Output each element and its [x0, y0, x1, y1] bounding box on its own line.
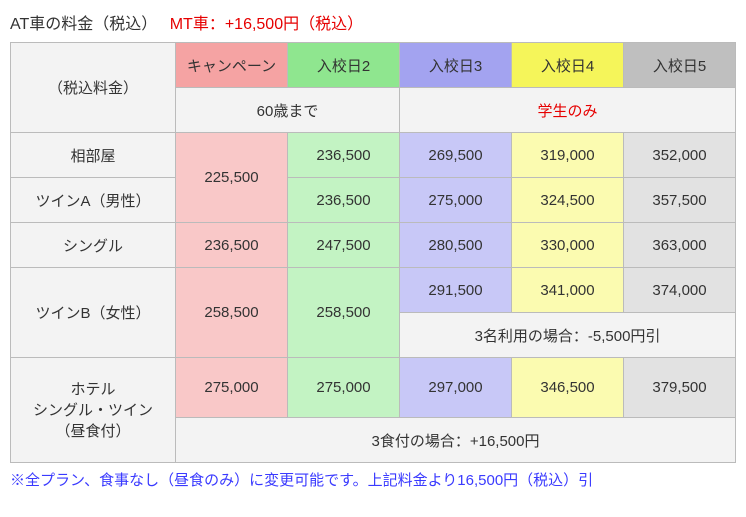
header-day2: 入校日2	[288, 43, 400, 88]
cell-hotel-d5: 379,500	[624, 358, 736, 418]
row-twinA: ツインA（男性） 236,500 275,000 324,500 357,500	[11, 178, 736, 223]
header-row-1: （税込料金） キャンペーン 入校日2 入校日3 入校日4 入校日5	[11, 43, 736, 88]
cell-single-d3: 280,500	[400, 223, 512, 268]
cell-hotel-d2: 275,000	[288, 358, 400, 418]
label-hotel-l1: ホテル	[70, 381, 115, 398]
row-twinB: ツインB（女性） 258,500 258,500 291,500 341,000…	[11, 268, 736, 313]
cell-hotel-d4: 346,500	[512, 358, 624, 418]
row-aibeya: 相部屋 225,500 236,500 269,500 319,000 352,…	[11, 133, 736, 178]
cell-hotel-note: 3食付の場合：+16,500円	[176, 418, 736, 463]
header-rowlabel: （税込料金）	[11, 43, 176, 133]
label-hotel-l2: シングル・ツイン	[33, 402, 153, 419]
header-student: 学生のみ	[400, 88, 736, 133]
row-single: シングル 236,500 247,500 280,500 330,000 363…	[11, 223, 736, 268]
label-single: シングル	[11, 223, 176, 268]
cell-twinA-d5: 357,500	[624, 178, 736, 223]
cell-twinA-d2: 236,500	[288, 178, 400, 223]
cell-aibeya-camp: 225,500	[176, 133, 288, 223]
label-twinA: ツインA（男性）	[11, 178, 176, 223]
header-day3: 入校日3	[400, 43, 512, 88]
cell-aibeya-d4: 319,000	[512, 133, 624, 178]
cell-twinB-note: 3名利用の場合：-5,500円引	[400, 313, 736, 358]
cell-twinB-camp: 258,500	[176, 268, 288, 358]
cell-single-camp: 236,500	[176, 223, 288, 268]
row-hotel: ホテル シングル・ツイン （昼食付） 275,000 275,000 297,0…	[11, 358, 736, 418]
cell-single-d2: 247,500	[288, 223, 400, 268]
label-hotel-l3: （昼食付）	[55, 423, 130, 440]
cell-twinB-d5: 374,000	[624, 268, 736, 313]
cell-twinA-d4: 324,500	[512, 178, 624, 223]
title-mt: MT車：+16,500円（税込）	[170, 16, 363, 33]
label-hotel: ホテル シングル・ツイン （昼食付）	[11, 358, 176, 463]
cell-twinB-d4: 341,000	[512, 268, 624, 313]
label-aibeya: 相部屋	[11, 133, 176, 178]
header-campaign: キャンペーン	[176, 43, 288, 88]
cell-twinB-d3: 291,500	[400, 268, 512, 313]
header-age: 60歳まで	[176, 88, 400, 133]
cell-hotel-d3: 297,000	[400, 358, 512, 418]
cell-single-d4: 330,000	[512, 223, 624, 268]
title-line: AT車の料金（税込） MT車：+16,500円（税込）	[10, 10, 736, 34]
title-at: AT車の料金（税込）	[10, 16, 157, 33]
label-twinB: ツインB（女性）	[11, 268, 176, 358]
cell-twinA-d3: 275,000	[400, 178, 512, 223]
footnote: ※全プラン、食事なし（昼食のみ）に変更可能です。上記料金より16,500円（税込…	[10, 469, 736, 490]
price-table: （税込料金） キャンペーン 入校日2 入校日3 入校日4 入校日5 60歳まで …	[10, 42, 736, 463]
cell-aibeya-d5: 352,000	[624, 133, 736, 178]
cell-single-d5: 363,000	[624, 223, 736, 268]
header-day4: 入校日4	[512, 43, 624, 88]
cell-hotel-camp: 275,000	[176, 358, 288, 418]
header-day5: 入校日5	[624, 43, 736, 88]
cell-aibeya-d3: 269,500	[400, 133, 512, 178]
cell-twinB-d2: 258,500	[288, 268, 400, 358]
cell-aibeya-d2: 236,500	[288, 133, 400, 178]
